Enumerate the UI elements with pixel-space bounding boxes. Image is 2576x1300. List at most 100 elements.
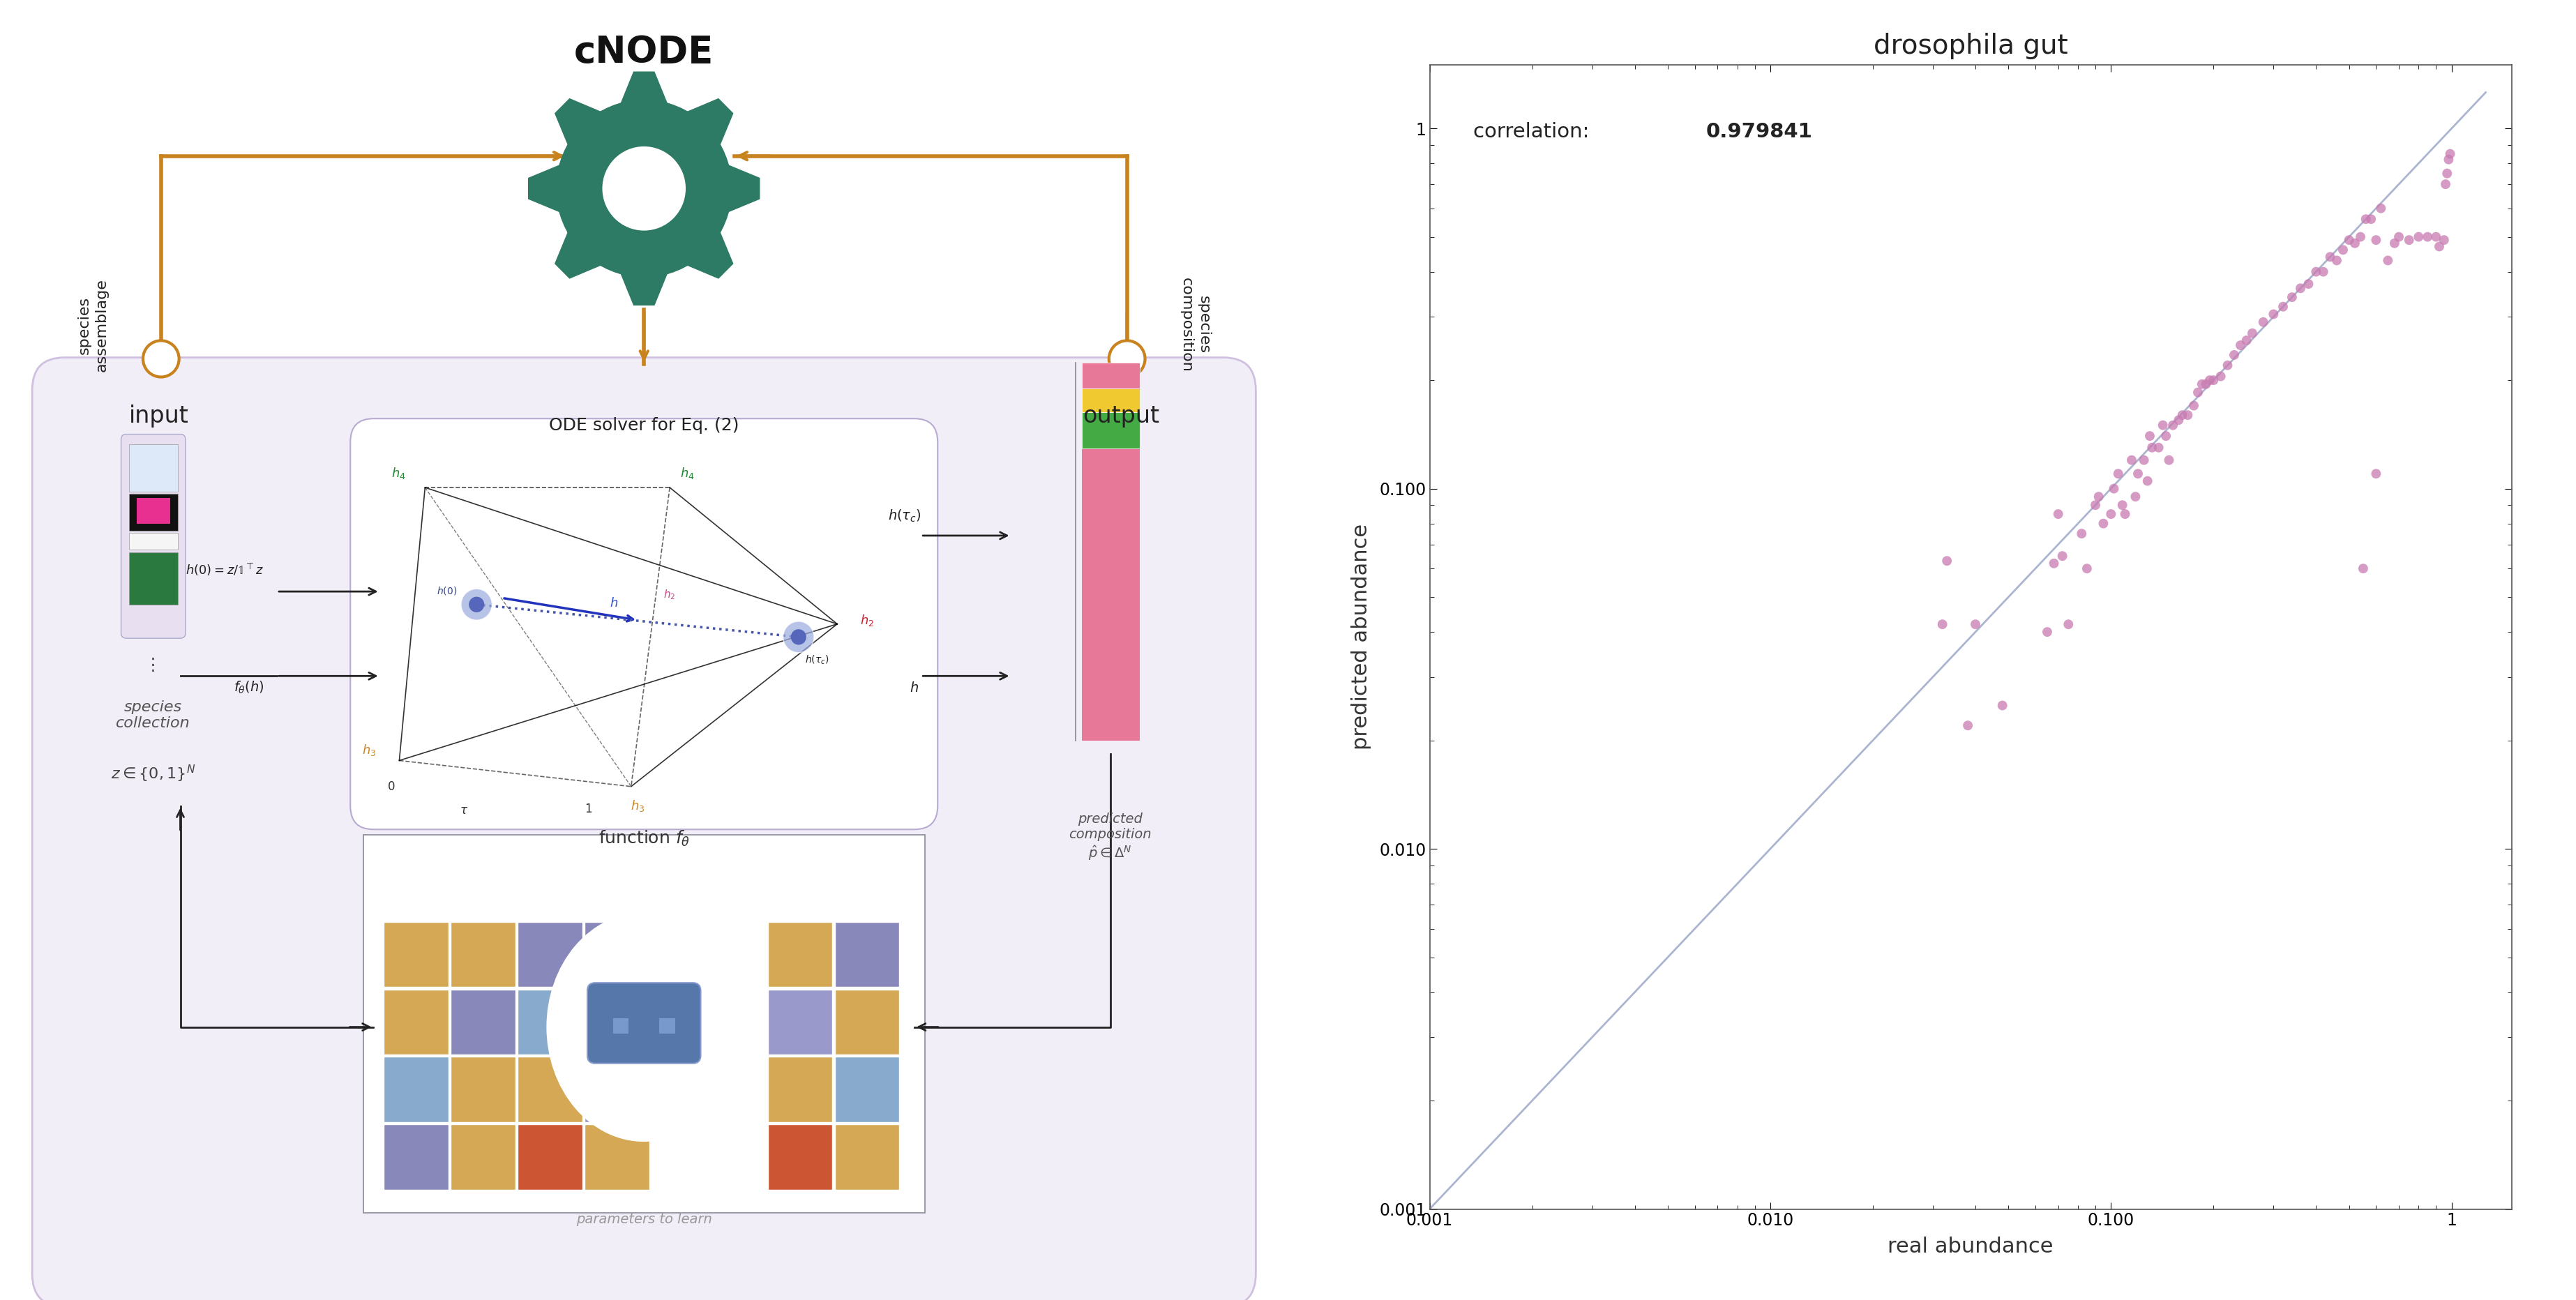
Bar	[768, 922, 832, 987]
Point	[2424, 174, 2465, 195]
Text: ⋮: ⋮	[144, 658, 162, 673]
Point	[2148, 450, 2190, 471]
Point	[2200, 365, 2241, 386]
FancyBboxPatch shape	[350, 419, 938, 829]
Point	[2159, 410, 2200, 430]
Point	[2190, 369, 2231, 390]
Point	[2354, 230, 2396, 251]
Bar	[1082, 363, 1139, 389]
Text: ODE solver for Eq. (2): ODE solver for Eq. (2)	[549, 417, 739, 433]
Point	[1947, 715, 1989, 736]
Text: $h(\tau_c)$: $h(\tau_c)$	[804, 654, 829, 666]
FancyBboxPatch shape	[121, 434, 185, 638]
Ellipse shape	[546, 913, 742, 1141]
Point	[2427, 162, 2468, 183]
Point	[1922, 614, 1963, 634]
FancyBboxPatch shape	[587, 983, 701, 1063]
Point	[2117, 463, 2159, 484]
Text: species
collection: species collection	[116, 699, 191, 731]
Text: $h$: $h$	[611, 597, 618, 610]
Bar	[518, 922, 582, 987]
Bar	[835, 922, 899, 987]
Point	[2074, 495, 2115, 516]
Point	[2102, 495, 2143, 516]
Text: input: input	[129, 404, 188, 428]
Bar	[451, 989, 515, 1054]
Point	[1981, 696, 2022, 716]
Text: $h_4$: $h_4$	[392, 465, 407, 481]
Point	[2244, 312, 2285, 333]
Point	[2123, 450, 2164, 471]
Bar	[585, 989, 649, 1054]
Circle shape	[603, 147, 685, 230]
Circle shape	[783, 621, 814, 653]
Point	[2406, 226, 2447, 247]
Bar	[1082, 389, 1139, 412]
Point	[2177, 382, 2218, 403]
Point	[2231, 322, 2272, 343]
Point	[2388, 230, 2429, 251]
Point	[2130, 437, 2172, 458]
Bar	[1082, 412, 1139, 448]
Bar	[613, 1018, 629, 1034]
Circle shape	[1108, 341, 1144, 377]
Bar	[768, 1124, 832, 1190]
Point	[2166, 404, 2208, 425]
Point	[2048, 614, 2089, 634]
Text: correlation:: correlation:	[1473, 122, 1595, 142]
Bar	[835, 1057, 899, 1122]
Bar	[518, 989, 582, 1054]
Bar	[384, 922, 448, 987]
Point	[2154, 415, 2195, 436]
Point	[2342, 558, 2383, 578]
Point	[2360, 198, 2401, 218]
Point	[2208, 355, 2249, 376]
FancyBboxPatch shape	[31, 358, 1257, 1300]
Point	[2128, 471, 2169, 491]
Point	[1927, 550, 1968, 571]
Point	[2295, 261, 2336, 282]
Point	[2084, 514, 2125, 534]
Point	[2115, 486, 2156, 507]
Point	[2375, 233, 2416, 254]
Text: $f_\theta(h)$: $f_\theta(h)$	[234, 680, 263, 696]
Point	[2161, 404, 2202, 425]
Point	[2311, 247, 2352, 268]
Bar	[518, 1057, 582, 1122]
Text: 0: 0	[389, 780, 394, 793]
Point	[2043, 546, 2084, 567]
Bar	[384, 1057, 448, 1122]
Point	[2280, 278, 2321, 299]
Circle shape	[556, 100, 732, 277]
Text: 0.979841: 0.979841	[1705, 122, 1811, 142]
Text: $z \in \{0,1\}^N$: $z \in \{0,1\}^N$	[111, 763, 196, 784]
Title: drosophila gut: drosophila gut	[1873, 32, 2069, 58]
Point	[2130, 425, 2172, 446]
Point	[2184, 373, 2226, 394]
Point	[2398, 226, 2439, 247]
Bar	[585, 1124, 649, 1190]
Point	[2174, 395, 2215, 416]
X-axis label: real abundance: real abundance	[1888, 1236, 2053, 1257]
Circle shape	[469, 597, 484, 612]
Point	[2344, 209, 2385, 230]
Bar	[129, 445, 178, 491]
Circle shape	[144, 341, 178, 377]
Text: function $f_\theta$: function $f_\theta$	[598, 829, 690, 848]
Point	[2097, 463, 2138, 484]
Text: $h_4$: $h_4$	[680, 465, 696, 481]
Polygon shape	[528, 72, 760, 305]
Bar	[129, 494, 178, 530]
Bar	[451, 922, 515, 987]
Point	[2349, 209, 2391, 230]
Point	[2182, 373, 2223, 394]
Text: $h_2$: $h_2$	[665, 588, 675, 602]
Bar	[451, 1124, 515, 1190]
Point	[2416, 226, 2458, 247]
Circle shape	[461, 589, 492, 620]
Point	[2329, 230, 2370, 251]
Point	[2429, 143, 2470, 164]
Point	[2424, 230, 2465, 251]
Text: $h$: $h$	[909, 681, 917, 694]
Point	[2213, 344, 2254, 365]
